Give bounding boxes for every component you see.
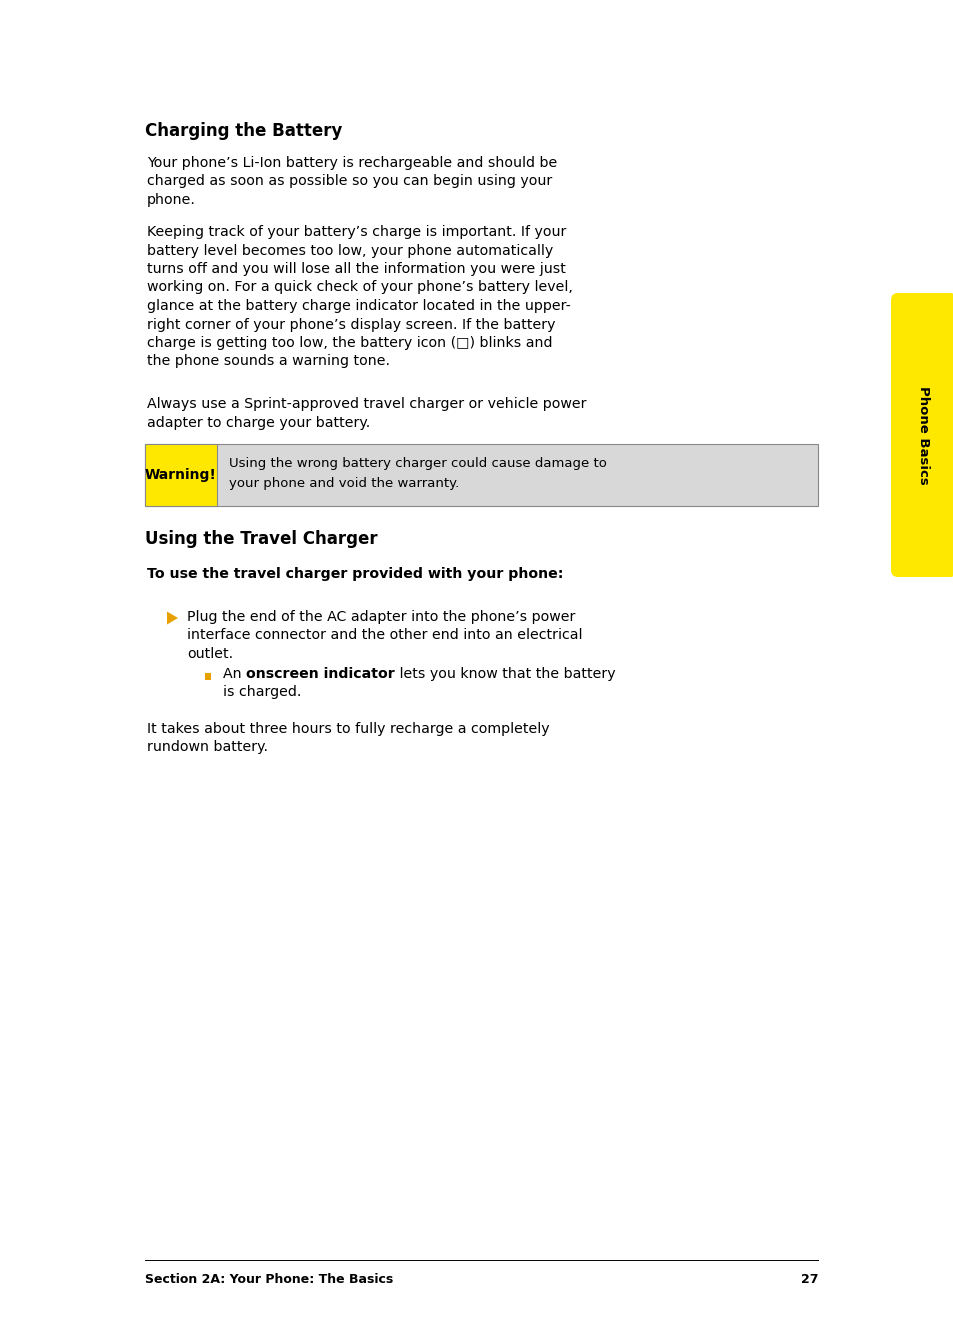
Text: turns off and you will lose all the information you were just: turns off and you will lose all the info… bbox=[147, 262, 565, 277]
Text: Always use a Sprint-approved travel charger or vehicle power: Always use a Sprint-approved travel char… bbox=[147, 397, 586, 411]
Text: charged as soon as possible so you can begin using your: charged as soon as possible so you can b… bbox=[147, 175, 552, 188]
Text: Phone Basics: Phone Basics bbox=[917, 386, 929, 485]
Text: Charging the Battery: Charging the Battery bbox=[145, 122, 342, 140]
Text: Section 2A: Your Phone: The Basics: Section 2A: Your Phone: The Basics bbox=[145, 1273, 393, 1287]
Text: To use the travel charger provided with your phone:: To use the travel charger provided with … bbox=[147, 566, 563, 581]
Text: right corner of your phone’s display screen. If the battery: right corner of your phone’s display scr… bbox=[147, 318, 555, 331]
Text: Keeping track of your battery’s charge is important. If your: Keeping track of your battery’s charge i… bbox=[147, 224, 566, 239]
Text: battery level becomes too low, your phone automatically: battery level becomes too low, your phon… bbox=[147, 243, 553, 258]
Text: the phone sounds a warning tone.: the phone sounds a warning tone. bbox=[147, 354, 390, 369]
Bar bbox=[145, 444, 817, 506]
Text: It takes about three hours to fully recharge a completely: It takes about three hours to fully rech… bbox=[147, 721, 549, 736]
Text: Plug the end of the AC adapter into the phone’s power: Plug the end of the AC adapter into the … bbox=[187, 611, 575, 624]
Text: onscreen indicator: onscreen indicator bbox=[246, 667, 395, 681]
Text: charge is getting too low, the battery icon (□) blinks and: charge is getting too low, the battery i… bbox=[147, 335, 552, 350]
Text: lets you know that the battery: lets you know that the battery bbox=[395, 667, 615, 681]
Text: phone.: phone. bbox=[147, 192, 195, 207]
Bar bbox=[205, 673, 212, 680]
Text: is charged.: is charged. bbox=[223, 685, 301, 700]
Text: working on. For a quick check of your phone’s battery level,: working on. For a quick check of your ph… bbox=[147, 281, 572, 294]
Text: outlet.: outlet. bbox=[187, 647, 233, 661]
Text: glance at the battery charge indicator located in the upper-: glance at the battery charge indicator l… bbox=[147, 299, 570, 313]
Text: Using the wrong battery charger could cause damage to: Using the wrong battery charger could ca… bbox=[229, 457, 606, 470]
Bar bbox=[145, 444, 216, 506]
Text: Using the Travel Charger: Using the Travel Charger bbox=[145, 530, 377, 548]
Text: An: An bbox=[223, 667, 246, 681]
Text: 27: 27 bbox=[800, 1273, 817, 1287]
Text: interface connector and the other end into an electrical: interface connector and the other end in… bbox=[187, 628, 582, 643]
Text: rundown battery.: rundown battery. bbox=[147, 740, 268, 755]
FancyBboxPatch shape bbox=[890, 293, 953, 577]
Polygon shape bbox=[167, 612, 178, 624]
Text: Your phone’s Li-Ion battery is rechargeable and should be: Your phone’s Li-Ion battery is rechargea… bbox=[147, 156, 557, 170]
Text: adapter to charge your battery.: adapter to charge your battery. bbox=[147, 415, 370, 429]
Text: your phone and void the warranty.: your phone and void the warranty. bbox=[229, 477, 458, 490]
Text: Warning!: Warning! bbox=[145, 468, 216, 482]
